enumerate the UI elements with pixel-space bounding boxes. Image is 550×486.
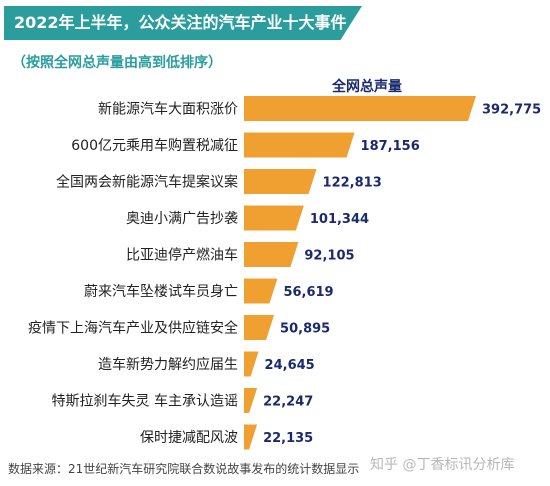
value-label: 56,619 [283,285,333,300]
watermark: 知乎 @丁香标讯分析库 [370,457,515,473]
category-label: 比亚迪停产燃油车 [126,247,238,264]
value-label: 50,895 [280,322,330,337]
value-label: 22,247 [263,395,313,410]
bar [244,315,275,340]
bar [244,388,258,413]
bar [244,242,299,267]
category-label: 疫情下上海汽车产业及供应链安全 [28,320,238,337]
bar [244,205,304,231]
category-label: 600亿元乘用车购置税减征 [71,137,238,154]
bar [244,96,476,121]
data-source-note: 数据来源：21世纪新汽车研究院联合数说故事发布的统计数据显示 [8,462,360,476]
bar [244,424,258,450]
value-label: 392,775 [482,103,541,118]
bar [244,278,278,304]
chart-title: 2022年上半年，公众关注的汽车产业十大事件 [4,6,362,40]
bar [244,351,259,377]
category-label: 全国两会新能源汽车提案议案 [56,174,238,191]
category-label: 保时捷减配风波 [140,430,238,446]
legend-label: 全网总声量 [332,79,402,95]
value-label: 122,813 [323,176,382,191]
chart-subtitle: （按照全网总声量由高到低排序） [12,55,222,71]
bar [244,169,317,194]
category-label: 蔚来汽车坠楼试车员身亡 [84,283,238,300]
value-label: 187,156 [361,139,420,154]
value-label: 24,645 [265,358,315,373]
category-label: 新能源汽车大面积涨价 [98,101,238,118]
category-label: 奥迪小满广告抄袭 [126,210,238,227]
value-label: 101,344 [310,212,369,227]
category-label: 特斯拉刹车失灵 车主承认造谣 [52,393,238,410]
value-label: 92,105 [304,249,354,264]
value-label: 22,135 [263,431,313,446]
bar [244,132,355,158]
category-label: 造车新势力解约应届生 [98,356,238,373]
